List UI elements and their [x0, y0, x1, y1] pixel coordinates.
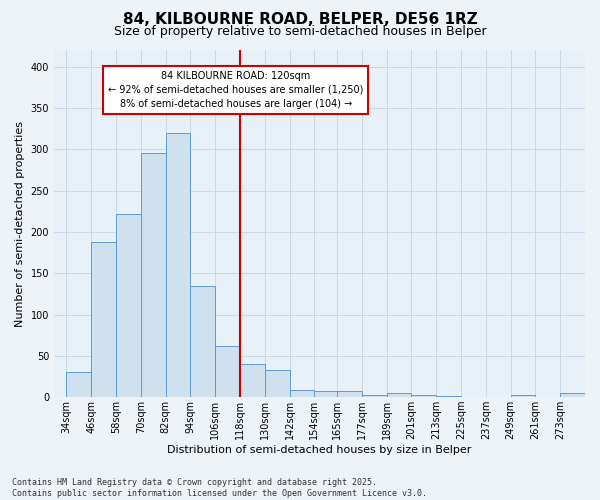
Bar — [362, 394, 386, 397]
Bar — [215, 346, 240, 397]
Bar — [190, 286, 215, 397]
Bar — [337, 390, 362, 397]
Bar — [265, 370, 290, 397]
Text: 84, KILBOURNE ROAD, BELPER, DE56 1RZ: 84, KILBOURNE ROAD, BELPER, DE56 1RZ — [122, 12, 478, 28]
Text: Size of property relative to semi-detached houses in Belper: Size of property relative to semi-detach… — [113, 25, 487, 38]
Bar — [67, 372, 91, 397]
Bar — [240, 364, 265, 397]
Y-axis label: Number of semi-detached properties: Number of semi-detached properties — [15, 120, 25, 326]
Bar — [166, 132, 190, 397]
Bar — [91, 242, 116, 397]
Text: Contains HM Land Registry data © Crown copyright and database right 2025.
Contai: Contains HM Land Registry data © Crown c… — [12, 478, 427, 498]
Bar — [511, 394, 535, 397]
Bar — [386, 393, 412, 397]
Bar — [141, 154, 166, 397]
Bar — [290, 390, 314, 397]
Bar — [560, 393, 585, 397]
X-axis label: Distribution of semi-detached houses by size in Belper: Distribution of semi-detached houses by … — [167, 445, 472, 455]
Text: 84 KILBOURNE ROAD: 120sqm
← 92% of semi-detached houses are smaller (1,250)
8% o: 84 KILBOURNE ROAD: 120sqm ← 92% of semi-… — [108, 70, 364, 108]
Bar — [116, 214, 141, 397]
Bar — [412, 394, 436, 397]
Bar — [436, 396, 461, 397]
Bar — [314, 390, 337, 397]
